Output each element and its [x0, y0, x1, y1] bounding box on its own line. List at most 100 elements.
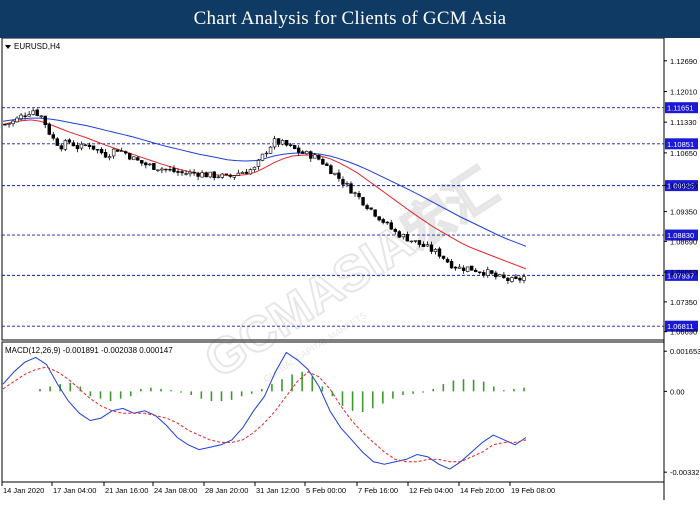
chart-area: GCMASIA宏汇 GLOBAL CAPITAL MARKETS 1.11651… — [0, 37, 700, 500]
price-tick-label: 1.07350 — [670, 298, 697, 307]
candle-body — [329, 165, 333, 175]
candle-body — [91, 145, 96, 150]
candle-body — [502, 274, 506, 278]
candle-body — [232, 175, 237, 178]
candle-body — [216, 176, 220, 178]
candle-body — [465, 266, 470, 272]
chart-banner: Chart Analysis for Clients of GCM Asia — [0, 0, 700, 38]
candle-body — [301, 151, 305, 154]
candle-body — [27, 114, 31, 117]
level-label-bg — [665, 138, 698, 150]
candle-body — [373, 209, 377, 217]
candle-body — [228, 174, 233, 177]
candle-body — [385, 221, 389, 224]
level-label: 1.07937 — [667, 271, 694, 280]
time-tick-label: 19 Feb 08:00 — [511, 486, 555, 495]
ma-slow-line — [2, 117, 527, 247]
price-tick-label: 1.12010 — [670, 87, 697, 96]
candle-body — [236, 172, 241, 176]
candle-body — [413, 240, 418, 242]
candle-body — [19, 114, 23, 120]
macd-series — [2, 351, 527, 470]
candle-body — [55, 138, 60, 146]
candle-body — [35, 109, 39, 116]
candle-body — [67, 139, 72, 143]
time-tick-label: 7 Feb 16:00 — [358, 486, 398, 495]
macd-tick-label: 0.00 — [670, 387, 685, 396]
candle-body — [445, 258, 450, 263]
price-tick-label: 1.08010 — [670, 268, 697, 277]
candle-body — [325, 163, 329, 166]
candle-body — [409, 240, 414, 243]
candle-body — [510, 277, 514, 282]
dropdown-triangle-icon — [5, 45, 11, 49]
candle-body — [421, 243, 426, 247]
candle-body — [115, 149, 120, 152]
candle-body — [140, 160, 144, 164]
candle-body — [188, 171, 192, 175]
candle-body — [264, 152, 269, 155]
candle-body — [87, 144, 92, 147]
candle-body — [486, 269, 490, 276]
candle-body — [256, 160, 261, 167]
candle-body — [248, 169, 253, 175]
candle-body — [389, 222, 393, 230]
candle-body — [429, 244, 434, 252]
candle-body — [478, 271, 482, 273]
time-axis: 14 Jan 2020 17 Jan 04:00 21 Jan 16:00 24 Ja… — [1, 482, 555, 495]
candle-body — [397, 231, 401, 238]
candle-body — [83, 144, 88, 146]
candle-body — [361, 197, 365, 206]
chart-svg: GCMASIA宏汇 GLOBAL CAPITAL MARKETS 1.11651… — [1, 37, 700, 500]
candle-body — [437, 248, 442, 257]
candle-body — [192, 171, 196, 174]
candle-body — [31, 110, 35, 115]
candle-body — [474, 269, 478, 273]
candle-body — [405, 234, 410, 242]
candle-body — [449, 260, 454, 269]
candle-body — [180, 171, 184, 174]
time-tick-label: 28 Jan 20:00 — [205, 486, 248, 495]
candle-body — [288, 144, 293, 146]
candle-body — [441, 255, 446, 259]
candle-body — [39, 115, 43, 117]
price-tick-label: 1.09350 — [670, 208, 697, 217]
candle-body — [280, 140, 285, 145]
candle-body — [208, 171, 212, 178]
macd-line — [2, 351, 527, 470]
candle-body — [337, 172, 341, 179]
candle-body — [79, 143, 84, 149]
candle-body — [136, 157, 140, 161]
candle-body — [99, 148, 104, 154]
price-tick-label: 1.11330 — [670, 118, 697, 127]
candle-body — [103, 151, 108, 158]
candle-body — [156, 169, 160, 171]
macd-tick-label: -0.003327 — [670, 468, 700, 477]
candle-body — [107, 156, 112, 159]
candle-body — [453, 266, 458, 269]
candle-body — [296, 147, 301, 153]
candle-body — [522, 276, 526, 281]
candle-body — [341, 179, 345, 185]
candle-body — [204, 172, 208, 178]
candle-body — [224, 173, 228, 176]
candle-body — [518, 277, 522, 281]
candle-body — [244, 171, 249, 174]
price-tick-label: 1.12690 — [670, 57, 697, 66]
signal-line — [2, 366, 527, 463]
candle-body — [111, 148, 116, 157]
candle-body — [417, 240, 422, 245]
candle-body — [498, 274, 502, 277]
candle-body — [252, 166, 257, 170]
level-label: 1.08830 — [667, 231, 694, 240]
candle-body — [369, 207, 373, 210]
candle-body — [457, 266, 462, 269]
level-label-bg — [665, 229, 698, 241]
candle-body — [425, 244, 430, 247]
macd-panel-title: MACD(12,26,9) -0.001891 -0.002038 0.0001… — [5, 346, 173, 355]
candle-body — [164, 168, 168, 171]
candle-body — [240, 172, 245, 174]
candle-body — [128, 153, 132, 160]
watermark: GCMASIA宏汇 GLOBAL CAPITAL MARKETS — [194, 158, 508, 390]
candle-body — [305, 151, 309, 155]
